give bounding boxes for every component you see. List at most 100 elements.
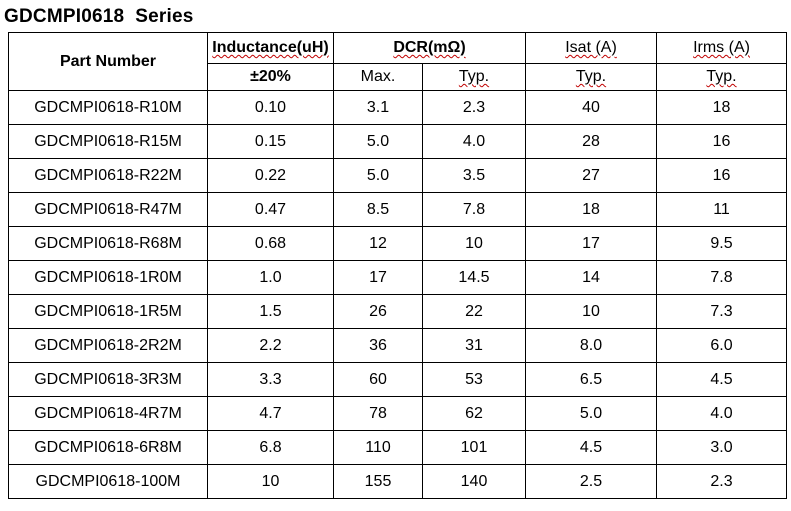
part-number-cell: GDCMPI0618-100M — [8, 464, 208, 499]
irms-cell: 3.0 — [656, 430, 787, 465]
dcr-typ-cell: 14.5 — [422, 260, 526, 295]
dcr-typ-cell: 10 — [422, 226, 526, 261]
dcr-typ-cell: 53 — [422, 362, 526, 397]
irms-cell: 7.3 — [656, 294, 787, 329]
table-row: GDCMPI0618-R10M 0.10 3.1 2.3 40 18 — [8, 90, 787, 125]
table-row: GDCMPI0618-1R5M 1.5 26 22 10 7.3 — [8, 294, 787, 329]
isat-cell: 17 — [525, 226, 657, 261]
dcr-typ-cell: 31 — [422, 328, 526, 363]
header-row-1: Part Number Inductance(uH) DCR(mΩ) Isat … — [8, 32, 787, 91]
dcr-typ-cell: 7.8 — [422, 192, 526, 227]
dcr-max-cell: 3.1 — [333, 90, 423, 125]
irms-cell: 7.8 — [656, 260, 787, 295]
inductance-cell: 0.47 — [207, 192, 334, 227]
isat-cell: 14 — [525, 260, 657, 295]
irms-cell: 2.3 — [656, 464, 787, 499]
inductance-cell: 0.22 — [207, 158, 334, 193]
part-number-cell: GDCMPI0618-1R5M — [8, 294, 208, 329]
dcr-max-cell: 26 — [333, 294, 423, 329]
isat-cell: 18 — [525, 192, 657, 227]
table-row: GDCMPI0618-R47M 0.47 8.5 7.8 18 11 — [8, 192, 787, 227]
table-row: GDCMPI0618-6R8M 6.8 110 101 4.5 3.0 — [8, 430, 787, 465]
isat-cell: 8.0 — [525, 328, 657, 363]
irms-cell: 16 — [656, 158, 787, 193]
isat-cell: 40 — [525, 90, 657, 125]
dcr-max-cell: 12 — [333, 226, 423, 261]
irms-typ-header: Typ. — [656, 63, 787, 91]
dcr-typ-cell: 3.5 — [422, 158, 526, 193]
part-number-cell: GDCMPI0618-R10M — [8, 90, 208, 125]
part-number-cell: GDCMPI0618-R22M — [8, 158, 208, 193]
irms-cell: 9.5 — [656, 226, 787, 261]
page-title: GDCMPI0618 Series — [4, 6, 194, 27]
inductance-cell: 1.5 — [207, 294, 334, 329]
inductance-cell: 3.3 — [207, 362, 334, 397]
dcr-typ-cell: 101 — [422, 430, 526, 465]
table-row: GDCMPI0618-4R7M 4.7 78 62 5.0 4.0 — [8, 396, 787, 431]
dcr-typ-cell: 22 — [422, 294, 526, 329]
isat-typ-header: Typ. — [525, 63, 657, 91]
spec-table-body: Part Number Inductance(uH) DCR(mΩ) Isat … — [8, 32, 787, 499]
dcr-max-cell: 155 — [333, 464, 423, 499]
dcr-header: DCR(mΩ) — [333, 32, 526, 64]
isat-header-text: Isat (A) — [565, 39, 617, 56]
inductance-cell: 4.7 — [207, 396, 334, 431]
isat-typ-header-text: Typ. — [575, 68, 607, 85]
isat-cell: 2.5 — [525, 464, 657, 499]
part-number-cell: GDCMPI0618-3R3M — [8, 362, 208, 397]
table-row: GDCMPI0618-3R3M 3.3 60 53 6.5 4.5 — [8, 362, 787, 397]
part-number-cell: GDCMPI0618-R15M — [8, 124, 208, 159]
dcr-typ-header: Typ. — [422, 63, 526, 91]
isat-cell: 6.5 — [525, 362, 657, 397]
irms-cell: 16 — [656, 124, 787, 159]
dcr-max-cell: 36 — [333, 328, 423, 363]
dcr-max-cell: 78 — [333, 396, 423, 431]
irms-cell: 11 — [656, 192, 787, 227]
inductance-cell: 0.10 — [207, 90, 334, 125]
dcr-header-text: DCR(mΩ) — [393, 39, 466, 56]
header-row-2: ±20% Max. Typ. Typ. Typ. — [9, 63, 787, 91]
irms-cell: 18 — [656, 90, 787, 125]
dcr-max-cell: 60 — [333, 362, 423, 397]
inductance-cell: 6.8 — [207, 430, 334, 465]
inductance-cell: 0.68 — [207, 226, 334, 261]
irms-header-text: Irms (A) — [693, 39, 750, 56]
inductance-header-text: Inductance(uH) — [212, 39, 329, 56]
part-number-cell: GDCMPI0618-4R7M — [8, 396, 208, 431]
inductance-cell: 10 — [207, 464, 334, 499]
dcr-max-cell: 17 — [333, 260, 423, 295]
isat-cell: 27 — [525, 158, 657, 193]
part-number-cell: GDCMPI0618-R47M — [8, 192, 208, 227]
dcr-max-cell: 5.0 — [333, 124, 423, 159]
dcr-typ-cell: 62 — [422, 396, 526, 431]
table-row: GDCMPI0618-100M 10 155 140 2.5 2.3 — [8, 464, 787, 499]
part-number-cell: GDCMPI0618-2R2M — [8, 328, 208, 363]
table-row: GDCMPI0618-R68M 0.68 12 10 17 9.5 — [8, 226, 787, 261]
dcr-max-cell: 110 — [333, 430, 423, 465]
dcr-typ-cell: 2.3 — [422, 90, 526, 125]
dcr-typ-cell: 4.0 — [422, 124, 526, 159]
table-row: GDCMPI0618-R15M 0.15 5.0 4.0 28 16 — [8, 124, 787, 159]
inductance-cell: 0.15 — [207, 124, 334, 159]
isat-header: Isat (A) — [525, 32, 657, 64]
part-number-cell: GDCMPI0618-R68M — [8, 226, 208, 261]
table-row: GDCMPI0618-R22M 0.22 5.0 3.5 27 16 — [8, 158, 787, 193]
isat-cell: 4.5 — [525, 430, 657, 465]
dcr-max-header: Max. — [333, 63, 423, 91]
dcr-typ-cell: 140 — [422, 464, 526, 499]
irms-header: Irms (A) — [656, 32, 787, 64]
inductance-cell: 1.0 — [207, 260, 334, 295]
spec-table: Part Number Inductance(uH) DCR(mΩ) Isat … — [8, 32, 787, 499]
dcr-max-cell: 5.0 — [333, 158, 423, 193]
table-row: GDCMPI0618-2R2M 2.2 36 31 8.0 6.0 — [8, 328, 787, 363]
irms-typ-header-text: Typ. — [706, 68, 737, 85]
irms-cell: 6.0 — [656, 328, 787, 363]
irms-cell: 4.0 — [656, 396, 787, 431]
dcr-typ-header-text: Typ. — [458, 68, 490, 85]
inductance-tolerance: ±20% — [207, 63, 334, 91]
table-row: GDCMPI0618-1R0M 1.0 17 14.5 14 7.8 — [8, 260, 787, 295]
dcr-max-cell: 8.5 — [333, 192, 423, 227]
isat-cell: 10 — [525, 294, 657, 329]
inductance-header: Inductance(uH) — [207, 32, 334, 64]
part-number-cell: GDCMPI0618-1R0M — [8, 260, 208, 295]
